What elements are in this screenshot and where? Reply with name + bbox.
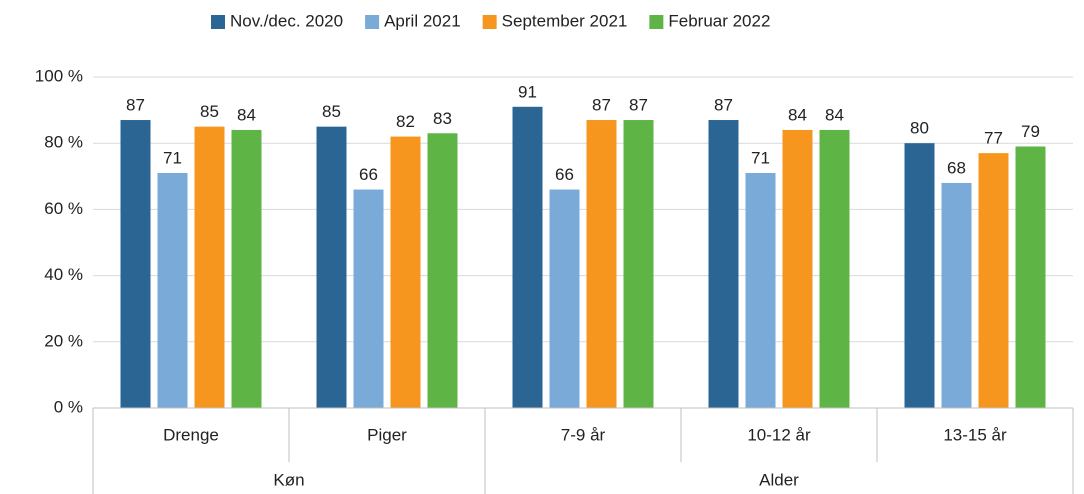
- x-tick-label: 13-15 år: [943, 425, 1007, 444]
- bar: [708, 120, 739, 408]
- bar: [904, 143, 935, 408]
- data-label: 71: [163, 148, 182, 167]
- y-tick-label: 40 %: [44, 265, 83, 284]
- data-label: 77: [984, 129, 1003, 148]
- data-label: 85: [200, 102, 219, 121]
- x-tick-label: 10-12 år: [747, 425, 811, 444]
- data-label: 91: [518, 82, 537, 101]
- legend-label: April 2021: [384, 11, 461, 30]
- x-tick-label: Piger: [367, 425, 407, 444]
- bar: [819, 129, 850, 408]
- x-tick-label: 7-9 år: [561, 425, 606, 444]
- y-tick-label: 60 %: [44, 199, 83, 218]
- data-label: 84: [788, 105, 807, 124]
- y-tick-label: 20 %: [44, 331, 83, 350]
- data-label: 66: [555, 165, 574, 184]
- data-label: 83: [433, 109, 452, 128]
- legend-label: September 2021: [502, 11, 628, 30]
- bar: [978, 153, 1009, 408]
- legend-swatch: [649, 15, 664, 29]
- group-label: Køn: [273, 470, 304, 489]
- data-label: 71: [751, 148, 770, 167]
- bar: [941, 182, 972, 408]
- bar: [390, 136, 421, 408]
- data-label: 87: [714, 96, 733, 115]
- y-tick-label: 0 %: [54, 397, 83, 416]
- bar: [549, 189, 580, 408]
- bar: [623, 120, 654, 408]
- bar: [427, 133, 458, 408]
- data-label: 82: [396, 112, 415, 131]
- bar: [586, 120, 617, 408]
- data-label: 84: [825, 105, 844, 124]
- legend-label: Nov./dec. 2020: [230, 11, 343, 30]
- bar: [231, 129, 262, 408]
- data-label: 87: [126, 96, 145, 115]
- bar: [1015, 146, 1046, 408]
- x-tick-label: Drenge: [163, 425, 219, 444]
- legend-swatch: [211, 15, 225, 29]
- bar: [353, 189, 384, 408]
- legend-swatch: [365, 15, 380, 29]
- bar: [782, 129, 813, 408]
- bar: [316, 126, 347, 409]
- bar: [194, 126, 225, 409]
- data-label: 79: [1021, 122, 1040, 141]
- data-label: 84: [237, 105, 256, 124]
- data-label: 66: [359, 165, 378, 184]
- bar: [157, 172, 188, 408]
- data-label: 68: [947, 158, 966, 177]
- bar: [512, 106, 543, 408]
- group-label: Alder: [759, 470, 799, 489]
- data-label: 87: [592, 96, 611, 115]
- bar: [745, 172, 776, 408]
- bar: [120, 120, 151, 408]
- legend-label: Februar 2022: [668, 11, 770, 30]
- y-tick-label: 80 %: [44, 133, 83, 152]
- data-label: 80: [910, 119, 929, 138]
- y-tick-label: 100 %: [35, 66, 83, 85]
- data-label: 85: [322, 102, 341, 121]
- legend-swatch: [482, 15, 497, 29]
- data-label: 87: [629, 96, 648, 115]
